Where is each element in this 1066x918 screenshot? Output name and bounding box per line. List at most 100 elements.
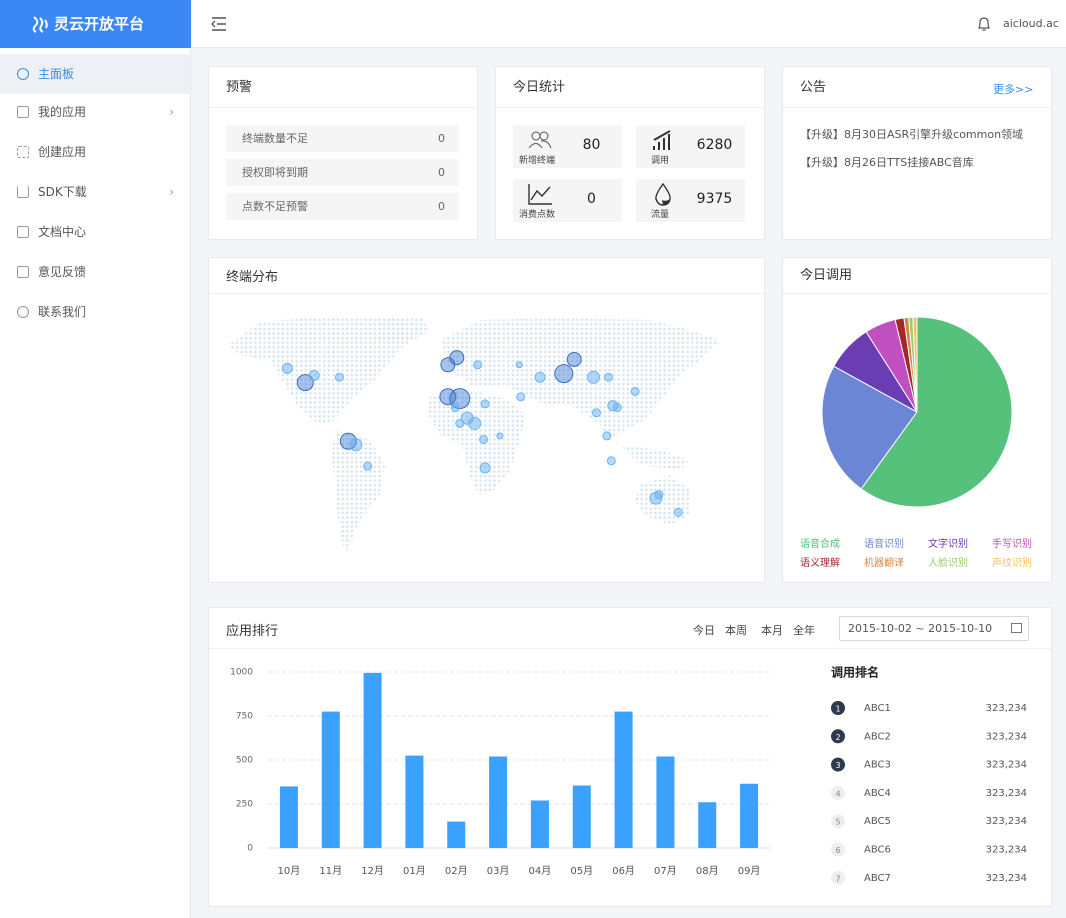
stat-label: 消费点数: [518, 210, 555, 220]
x-tick-label: 07月: [654, 865, 677, 877]
map-bubble: [281, 362, 293, 374]
stat-label: 调用: [650, 156, 669, 166]
map-bubble: [496, 432, 504, 440]
menu-label: SDK下载: [38, 185, 87, 199]
map-bubble: [654, 490, 664, 500]
rank-number: 4: [835, 789, 840, 798]
rank-name: ABC6: [864, 845, 891, 856]
stat-tile: 新增终端 80: [513, 125, 622, 168]
rank-value: 323,234: [986, 731, 1027, 742]
more-link[interactable]: 更多>>: [993, 83, 1034, 96]
notice-item[interactable]: 【升级】8月30日ASR引擎升级common领域: [800, 128, 1024, 141]
map-bubble: [363, 461, 373, 471]
menu-toggle[interactable]: [211, 17, 227, 31]
rank-number: 7: [835, 874, 840, 883]
rank-badge: [831, 757, 845, 772]
pie-slice: [860, 316, 1013, 508]
menu-item[interactable]: 主面板: [0, 54, 190, 94]
bar: [447, 821, 466, 848]
map-bubble: [673, 507, 683, 517]
rank-number: 1: [835, 705, 840, 714]
tab[interactable]: 全年: [793, 624, 815, 637]
x-tick-label: 01月: [403, 865, 426, 877]
map-bubble: [612, 402, 622, 412]
rank-value: 323,234: [986, 873, 1027, 884]
y-tick-label: 500: [236, 756, 253, 766]
bar: [656, 756, 675, 848]
x-tick-label: 11月: [319, 865, 342, 877]
menu-item[interactable]: 文档中心: [0, 212, 190, 252]
bar: [572, 785, 591, 848]
map-bubble: [602, 431, 612, 441]
menu-item[interactable]: 意见反馈: [0, 252, 190, 292]
y-tick-label: 250: [236, 800, 253, 810]
rank-value: 323,234: [986, 845, 1027, 856]
rank-name: ABC4: [864, 788, 891, 799]
map-bubble: [607, 400, 619, 412]
alert-label: 终端数量不足: [242, 132, 308, 145]
map-bubble: [349, 438, 363, 452]
map-bubble: [554, 364, 574, 384]
menu-item[interactable]: 联系我们: [0, 292, 190, 332]
legend-label: 语音合成: [800, 537, 840, 550]
pie-slice: [912, 316, 918, 413]
legend-label: 机器翻译: [864, 556, 904, 569]
y-tick-label: 0: [247, 844, 253, 854]
legend-label: 人脸识别: [928, 556, 968, 569]
rank-value: 323,234: [986, 760, 1027, 771]
alert-row: 点数不足预警 0: [226, 193, 459, 220]
notice-item[interactable]: 【升级】8月26日TTS挂接ABC音库: [800, 156, 974, 169]
date-picker[interactable]: 2015-10-02 ~ 2015-10-10: [839, 616, 1029, 641]
menu-label: 主面板: [38, 67, 75, 81]
map-bubble: [587, 370, 601, 384]
menu-label: 联系我们: [38, 305, 87, 319]
map-bubble: [566, 351, 582, 367]
rank-number: 2: [835, 733, 840, 742]
chevron: ›: [169, 185, 174, 199]
map-bubble: [450, 402, 460, 412]
map-bubble: [592, 408, 601, 418]
map-bubble: [534, 371, 546, 383]
rank-value: 323,234: [986, 788, 1027, 799]
bar: [740, 783, 759, 848]
rank-badge: [831, 701, 845, 715]
x-tick-label: 05月: [570, 865, 593, 877]
card-title: 今日调用: [783, 258, 1051, 294]
tab[interactable]: 今日: [693, 624, 715, 637]
rank-name: ABC2: [864, 731, 891, 742]
map-bubble: [473, 360, 483, 370]
world-map: [228, 316, 720, 555]
bell-icon[interactable]: [977, 16, 991, 32]
bar: [363, 672, 382, 848]
legend-label: 语音识别: [864, 537, 904, 550]
calendar-icon: [1011, 623, 1022, 633]
tab[interactable]: 本周: [725, 624, 747, 637]
card-title: 终端分布: [209, 258, 764, 294]
brand[interactable]: 灵云开放平台: [0, 0, 191, 48]
alert-value: 0: [438, 166, 445, 179]
y-tick-label: 750: [236, 712, 253, 722]
rank-badge: [831, 729, 845, 744]
card-title: 应用排行: [209, 608, 1051, 649]
date-range: 2015-10-02 ~ 2015-10-10: [848, 622, 993, 635]
rank-number: 3: [835, 761, 840, 770]
x-tick-label: 10月: [278, 865, 301, 877]
user-name[interactable]: aicloud.ac: [1003, 17, 1059, 30]
rank-value: 323,234: [986, 703, 1027, 714]
legend-label: 语义理解: [800, 556, 840, 569]
x-tick-label: 03月: [487, 865, 510, 877]
menu-item[interactable]: SDK下载 ›: [0, 172, 190, 212]
rank-value: 323,234: [986, 816, 1027, 827]
tab[interactable]: 本月: [761, 624, 783, 637]
map-bubble: [455, 418, 465, 428]
sidebar: 灵云开放平台 主面板 我的应用 › 创建应用 SDK下载 › 文档中心 意见反馈 联…: [0, 0, 191, 918]
stats-card: 今日统计 新增终端 80 调用 6280 消费点数 0 流量 9375: [495, 66, 765, 240]
map-bubble: [296, 374, 314, 392]
menu-item[interactable]: 创建应用: [0, 132, 190, 172]
users-icon: [528, 131, 552, 149]
menu-item[interactable]: 我的应用 ›: [0, 92, 190, 132]
map-bubble: [339, 432, 357, 450]
rank-name: ABC5: [864, 816, 891, 827]
card-title: 预警: [209, 67, 477, 108]
